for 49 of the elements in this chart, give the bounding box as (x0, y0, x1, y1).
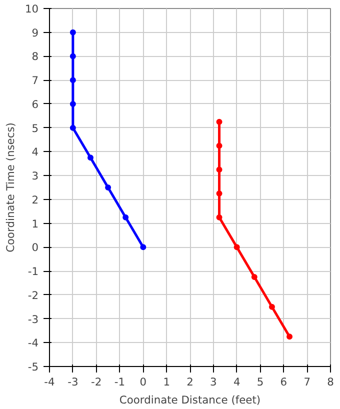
point (268, 304, 275, 310)
x-tick-label: 3 (210, 376, 217, 388)
x-tick-label: -3 (68, 376, 78, 388)
x-tick-label: 7 (304, 376, 310, 388)
y-tick-label: 2 (32, 193, 38, 206)
y-tick-label: -2 (28, 288, 39, 302)
y-tick-label: 5 (32, 122, 38, 135)
x-tick-label: 5 (256, 376, 264, 388)
y-axis-title: Coordinate Time (nsecs) (4, 122, 17, 252)
x-tick-label: -4 (44, 376, 56, 388)
y-tick-label: -1 (28, 265, 39, 278)
y-tick-label: -5 (28, 360, 39, 374)
point (105, 184, 112, 190)
x-tick-label: 1 (163, 376, 170, 388)
x-tick-label: 6 (280, 376, 288, 388)
y-tick-label: 3 (32, 170, 38, 183)
point (70, 124, 76, 131)
point (216, 190, 222, 196)
point (122, 214, 129, 220)
y-tick-label: 9 (32, 26, 39, 40)
point (216, 166, 222, 173)
x-tick-label: 2 (186, 376, 194, 388)
y-tick-label: 4 (32, 146, 39, 159)
point (87, 154, 94, 161)
y-tick-label: -4 (28, 336, 39, 350)
y-tick-label: 1 (32, 217, 38, 230)
point (234, 244, 240, 250)
x-tick-label: 8 (327, 376, 334, 388)
x-tick-label: 4 (233, 376, 240, 388)
point (70, 53, 76, 60)
y-tick-label: -3 (28, 312, 39, 326)
x-axis-title: Coordinate Distance (feet) (119, 394, 261, 406)
point (251, 274, 258, 280)
y-tick-label: 7 (32, 74, 38, 88)
point (216, 214, 222, 220)
point (70, 77, 76, 84)
y-tick-label: 6 (32, 98, 39, 111)
x-tick-label: -1 (114, 376, 126, 388)
point (216, 118, 222, 125)
y-tick-label: 8 (32, 50, 39, 64)
point (70, 100, 76, 107)
point (216, 142, 222, 149)
x-tick-label: 0 (140, 376, 147, 388)
point (140, 244, 146, 250)
y-tick-label: 10 (24, 2, 39, 16)
point (286, 334, 293, 340)
x-tick-label: -2 (91, 376, 102, 388)
y-tick-label: 0 (32, 241, 39, 254)
point (70, 29, 76, 36)
